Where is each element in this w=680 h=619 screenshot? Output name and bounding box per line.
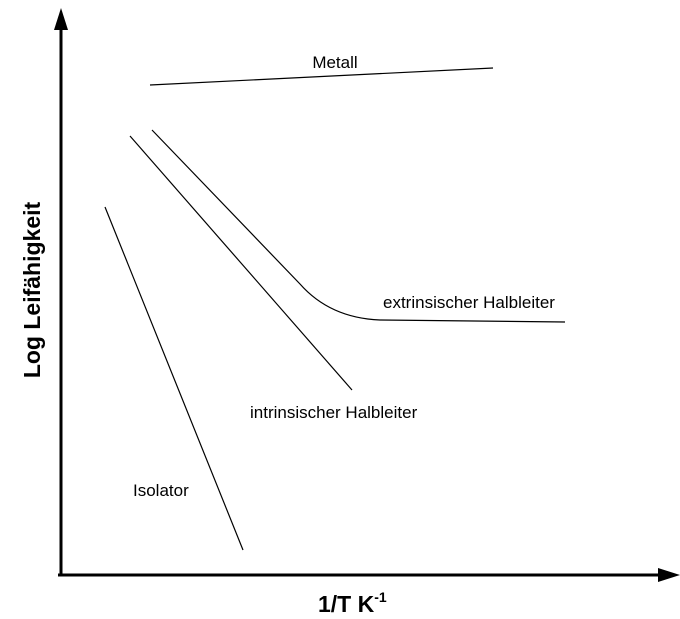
extrinsic-label: extrinsischer Halbleiter xyxy=(383,293,555,312)
x-axis-label: 1/T K-1 xyxy=(318,589,387,617)
x-axis-label-sup: -1 xyxy=(374,589,387,605)
extrinsic-curve xyxy=(151,129,566,323)
metal-line xyxy=(149,67,494,86)
x-axis-label-main: 1/T K xyxy=(318,591,375,617)
insulator-label: Isolator xyxy=(133,481,189,500)
x-arrow xyxy=(658,568,680,582)
metal-label: Metall xyxy=(312,53,357,72)
insulator-line xyxy=(104,206,244,551)
intrinsic-line xyxy=(129,135,353,391)
intrinsic-label: intrinsischer Halbleiter xyxy=(250,403,418,422)
y-arrow xyxy=(54,8,68,30)
y-axis-label: Log Leifähigkeit xyxy=(19,201,45,378)
